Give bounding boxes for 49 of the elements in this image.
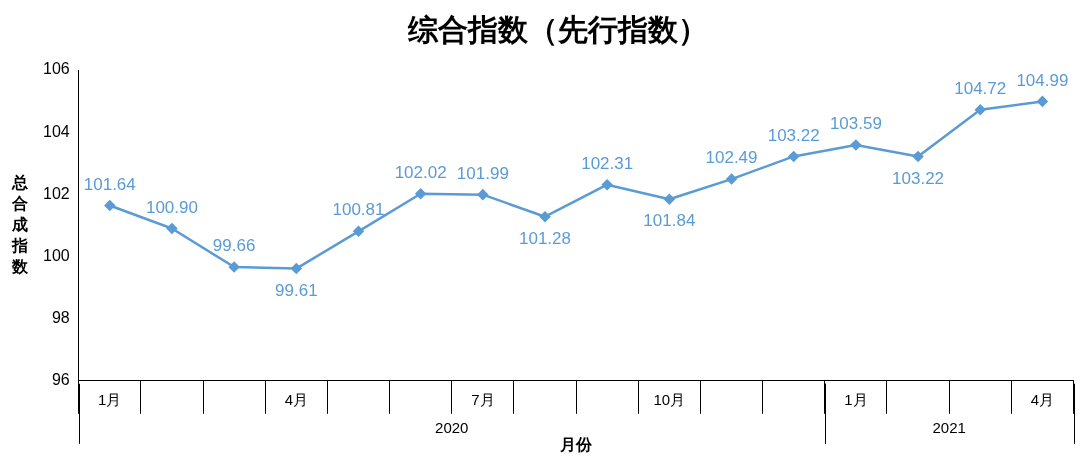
data-label: 101.84 [643,211,696,231]
data-label: 101.64 [83,174,136,194]
x-tick-label: 10月 [653,390,686,408]
point [601,179,613,190]
data-label: 102.02 [394,162,447,182]
point [477,189,489,200]
x-tick-label: 4月 [284,390,308,408]
text: 2020 [435,418,469,436]
data-label: 99.61 [275,280,318,300]
y-tick-label: 106 [42,60,70,78]
data-label: 103.22 [892,168,945,188]
point [353,226,364,237]
data-label: 103.22 [767,125,820,145]
y-tick-label: 96 [51,371,70,389]
x-tick-label: 1月 [98,390,122,408]
x-axis-title: 月份 [559,435,594,453]
data-label: 102.49 [705,148,758,168]
y-tick-label: 104 [42,122,70,140]
y-axis-title: 总合成指数 [11,173,29,275]
data-label: 101.28 [519,228,572,248]
point [415,188,426,199]
text: 2021 [932,418,966,436]
data-label: 100.90 [145,197,198,217]
y-tick-label: 98 [51,309,70,327]
x-tick-label: 4月 [1030,390,1055,408]
y-tick-label: 100 [42,246,70,264]
x-tick-label: 1月 [844,390,868,408]
data-label: 99.66 [212,236,256,256]
point [539,211,551,222]
data-label: 103.59 [829,114,882,134]
data-label: 104.72 [954,78,1007,98]
point [1037,96,1048,107]
point [974,104,986,116]
point [912,151,924,162]
data-label: 100.81 [332,200,385,220]
point [664,194,675,205]
x-tick-label: 7月 [471,390,495,408]
chart-title: 综合指数（先行指数） [407,13,708,47]
point [166,223,178,234]
point [228,261,240,273]
data-label: 104.99 [1016,70,1069,90]
data-label: 101.99 [456,163,509,183]
point [104,200,116,211]
point [291,263,302,274]
y-tick-label: 102 [42,184,70,202]
point [726,173,737,185]
point [788,151,799,162]
point [850,139,862,151]
data-label: 102.31 [581,153,634,173]
